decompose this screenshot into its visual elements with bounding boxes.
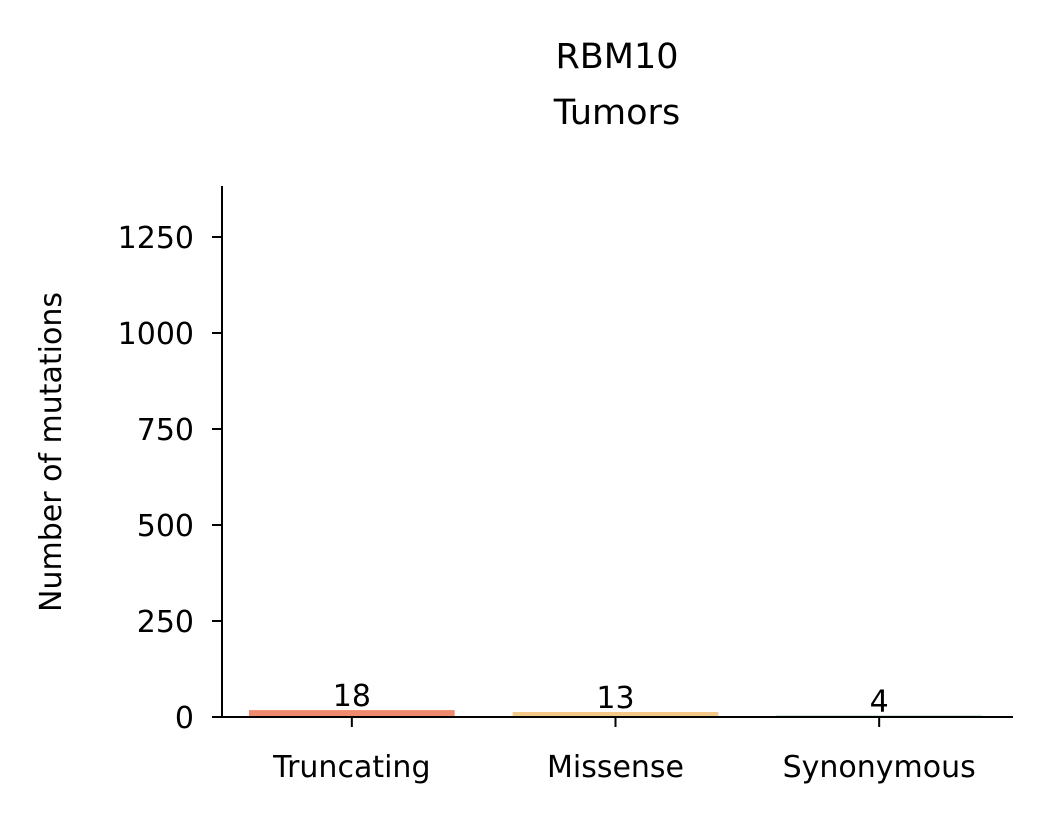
value-labels-group: 18 13 4 (333, 679, 889, 719)
value-label-synonymous: 4 (870, 684, 889, 719)
y-tick-label-0: 0 (175, 701, 194, 736)
x-tick-label-synonymous: Synonymous (783, 750, 976, 785)
x-tick-label-truncating: Truncating (272, 750, 430, 785)
bar-truncating (249, 710, 455, 717)
x-ticks-group: Truncating Missense Synonymous (272, 717, 976, 785)
chart-title-line-2: Tumors (553, 93, 680, 133)
value-label-missense: 13 (596, 681, 634, 716)
chart-title-line-1: RBM10 (555, 37, 678, 77)
x-tick-label-missense: Missense (547, 750, 684, 785)
y-ticks-group: 0 250 500 750 1000 1250 (118, 221, 222, 736)
value-label-truncating: 18 (333, 679, 371, 714)
bar-missense (512, 712, 719, 717)
y-axis-label: Number of mutations (34, 292, 69, 612)
y-tick-label-1250: 1250 (118, 221, 194, 256)
y-tick-label-1000: 1000 (118, 317, 194, 352)
y-tick-label-500: 500 (137, 509, 194, 544)
y-tick-label-250: 250 (137, 605, 194, 640)
y-tick-label-750: 750 (137, 413, 194, 448)
